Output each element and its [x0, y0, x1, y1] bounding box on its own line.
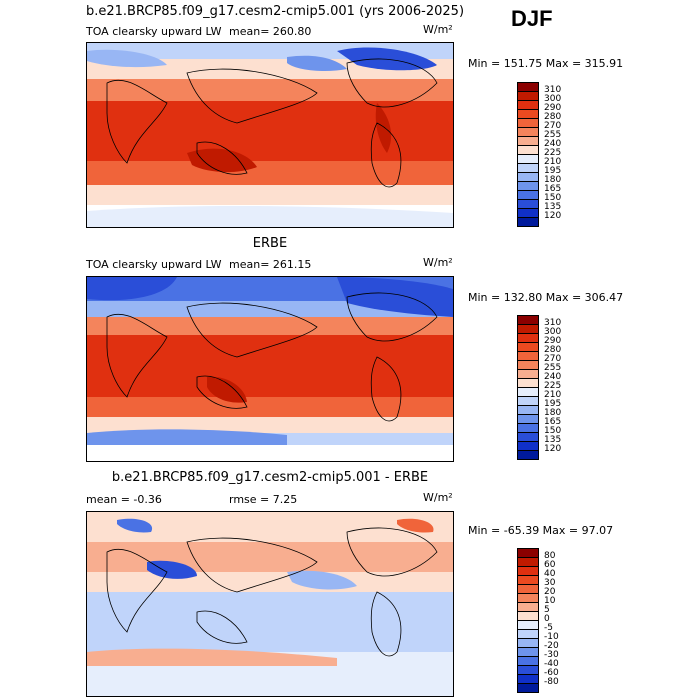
colorbar-tick-label: 80	[544, 551, 556, 561]
colorbar-swatch	[517, 450, 539, 460]
colorbar-tick-label: 270	[544, 354, 562, 364]
colorbar-tick-label: 300	[544, 94, 562, 104]
panel2-units-label: W/m²	[423, 256, 453, 269]
panel3-minmax: Min = -65.39 Max = 97.07	[468, 524, 614, 537]
panel1-mean-label: mean= 260.80	[229, 25, 312, 38]
panel3-map-graphic	[87, 512, 453, 696]
panel1-map	[86, 42, 454, 228]
colorbar-tick-label: -60	[544, 668, 559, 678]
panel1-title: b.e21.BRCP85.f09_g17.cesm2-cmip5.001 (yr…	[86, 4, 465, 19]
panel3-mean-label: mean = -0.36	[86, 493, 162, 506]
colorbar-tick-label: 240	[544, 139, 562, 149]
colorbar-tick-label: 210	[544, 390, 562, 400]
panel2-colorbar: 310 300 290 280 270 255 240 225 210 195 180 165 150 1…	[517, 315, 617, 460]
panel2-mean-label: mean= 261.15	[229, 258, 312, 271]
colorbar-tick-label: 280	[544, 112, 562, 122]
panel3-units-label: W/m²	[423, 491, 453, 504]
panel3-rmse-label: rmse = 7.25	[229, 493, 298, 506]
colorbar-tick-label: -5	[544, 623, 553, 633]
panel2-map	[86, 276, 454, 462]
colorbar-tick-label: 300	[544, 327, 562, 337]
panel2-map-graphic	[87, 277, 453, 461]
colorbar-tick-label: 135	[544, 435, 562, 445]
colorbar-tick-label: 165	[544, 417, 562, 427]
colorbar-tick-label: 195	[544, 166, 562, 176]
colorbar-tick-label: -30	[544, 650, 559, 660]
panel2-variable-label: TOA clearsky upward LW	[86, 258, 222, 271]
colorbar-tick-label: 5	[544, 605, 550, 615]
colorbar-tick-label: -10	[544, 632, 559, 642]
colorbar-swatch	[517, 683, 539, 693]
colorbar-tick-label: 270	[544, 121, 562, 131]
panel1-map-graphic	[87, 43, 453, 227]
colorbar-tick-label: 135	[544, 202, 562, 212]
colorbar-tick-label: 195	[544, 399, 562, 409]
panel3-title: b.e21.BRCP85.f09_g17.cesm2-cmip5.001 - E…	[111, 470, 429, 485]
colorbar-tick-label: 290	[544, 336, 562, 346]
colorbar-tick-label: 20	[544, 587, 556, 597]
panel2-minmax: Min = 132.80 Max = 306.47	[468, 291, 624, 304]
colorbar-tick-label: 255	[544, 363, 562, 373]
colorbar-tick-label: 10	[544, 596, 556, 606]
colorbar-tick-label: 30	[544, 578, 556, 588]
colorbar-tick-label: 225	[544, 381, 562, 391]
colorbar-tick-label: -40	[544, 659, 559, 669]
panel2-title: ERBE	[252, 236, 288, 251]
colorbar-tick-label: 255	[544, 130, 562, 140]
panel1-variable-label: TOA clearsky upward LW	[86, 25, 222, 38]
colorbar-tick-label: 120	[544, 211, 562, 221]
colorbar-tick-label: 165	[544, 184, 562, 194]
colorbar-tick-label: 120	[544, 444, 562, 454]
panel1-minmax: Min = 151.75 Max = 315.91	[468, 57, 624, 70]
colorbar-tick-label: 240	[544, 372, 562, 382]
colorbar-tick-label: -80	[544, 677, 559, 687]
colorbar-tick-label: 310	[544, 85, 562, 95]
colorbar-tick-label: 0	[544, 614, 550, 624]
colorbar-tick-label: 150	[544, 426, 562, 436]
colorbar-tick-label: 225	[544, 148, 562, 158]
panel1-colorbar: 310 300 290 280 270 255 240 225 210 195 180 165 150 1…	[517, 82, 617, 227]
season-label: DJF	[511, 6, 553, 31]
colorbar-tick-label: 290	[544, 103, 562, 113]
colorbar-tick-label: -20	[544, 641, 559, 651]
colorbar-tick-label: 40	[544, 569, 556, 579]
colorbar-tick-label: 280	[544, 345, 562, 355]
colorbar-tick-label: 310	[544, 318, 562, 328]
colorbar-swatch	[517, 217, 539, 227]
panel3-map	[86, 511, 454, 697]
colorbar-tick-label: 210	[544, 157, 562, 167]
panel3-colorbar: 80 60 40 30 20 10 5 0 -5 -10 -20 -30 -40 -60 -80	[517, 548, 617, 693]
colorbar-tick-label: 150	[544, 193, 562, 203]
panel1-units-label: W/m²	[423, 23, 453, 36]
colorbar-tick-label: 60	[544, 560, 556, 570]
colorbar-tick-label: 180	[544, 175, 562, 185]
colorbar-tick-label: 180	[544, 408, 562, 418]
